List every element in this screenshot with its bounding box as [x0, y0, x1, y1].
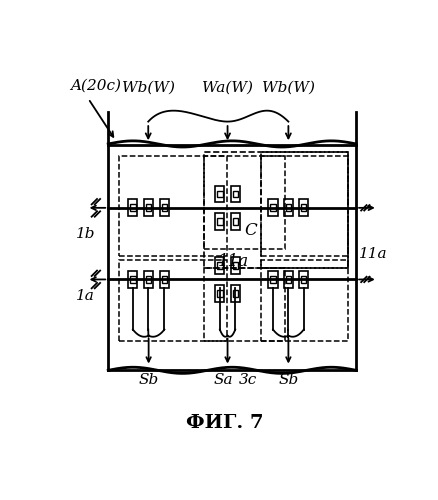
- Bar: [233, 262, 238, 269]
- Bar: [261, 152, 348, 268]
- Text: C: C: [244, 222, 257, 240]
- Text: Wa(W): Wa(W): [202, 80, 253, 94]
- Bar: [299, 200, 308, 216]
- Bar: [217, 218, 223, 225]
- Text: A(20c): A(20c): [70, 78, 121, 92]
- Bar: [130, 204, 135, 212]
- Bar: [162, 204, 167, 212]
- Bar: [217, 262, 223, 269]
- Bar: [231, 257, 240, 274]
- Bar: [215, 186, 224, 202]
- Text: 11a: 11a: [218, 253, 249, 270]
- Bar: [284, 200, 293, 216]
- Bar: [119, 156, 227, 256]
- Bar: [205, 156, 285, 248]
- Bar: [215, 257, 224, 274]
- Bar: [160, 200, 169, 216]
- Bar: [231, 285, 240, 302]
- Bar: [261, 260, 348, 341]
- Bar: [270, 276, 276, 283]
- Bar: [217, 290, 223, 297]
- Text: Sb: Sb: [278, 372, 299, 386]
- Bar: [231, 213, 240, 230]
- Text: 3c: 3c: [239, 372, 258, 386]
- Bar: [299, 271, 308, 288]
- Bar: [128, 271, 138, 288]
- Bar: [284, 271, 293, 288]
- Bar: [205, 268, 285, 341]
- Bar: [160, 271, 169, 288]
- Bar: [301, 276, 307, 283]
- Bar: [215, 213, 224, 230]
- Text: ФИГ. 7: ФИГ. 7: [186, 414, 263, 432]
- Text: Sa: Sa: [214, 372, 233, 386]
- Bar: [261, 156, 348, 256]
- Bar: [144, 271, 153, 288]
- Text: 1a: 1a: [76, 290, 95, 304]
- Bar: [231, 186, 240, 202]
- Bar: [162, 276, 167, 283]
- Bar: [119, 260, 227, 341]
- Bar: [286, 276, 291, 283]
- Bar: [145, 276, 151, 283]
- Bar: [144, 200, 153, 216]
- Bar: [217, 190, 223, 198]
- Bar: [130, 276, 135, 283]
- Text: Wb(W): Wb(W): [122, 80, 175, 94]
- Text: Sb: Sb: [138, 372, 159, 386]
- Bar: [233, 290, 238, 297]
- Text: 11a: 11a: [358, 247, 387, 261]
- Bar: [205, 152, 348, 268]
- Bar: [233, 190, 238, 198]
- Text: 1b: 1b: [76, 228, 95, 241]
- Bar: [128, 200, 138, 216]
- Bar: [301, 204, 307, 212]
- Text: Wb(W): Wb(W): [262, 80, 315, 94]
- Bar: [286, 204, 291, 212]
- Bar: [268, 200, 278, 216]
- Bar: [233, 218, 238, 225]
- Bar: [215, 285, 224, 302]
- Bar: [268, 271, 278, 288]
- Bar: [270, 204, 276, 212]
- Bar: [145, 204, 151, 212]
